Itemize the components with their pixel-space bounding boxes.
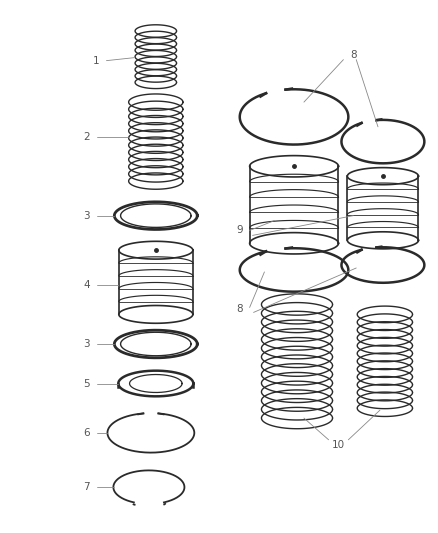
Text: 10: 10 [331,440,344,450]
Text: 1: 1 [93,55,100,66]
Text: 2: 2 [83,132,90,142]
Text: 8: 8 [236,304,243,314]
Text: 7: 7 [83,482,90,492]
Text: 3: 3 [83,211,90,221]
Text: 5: 5 [83,378,90,389]
Text: 9: 9 [236,225,243,236]
Text: 8: 8 [349,50,356,60]
Text: 3: 3 [83,339,90,349]
Text: 4: 4 [83,280,90,290]
Text: 6: 6 [83,428,90,438]
